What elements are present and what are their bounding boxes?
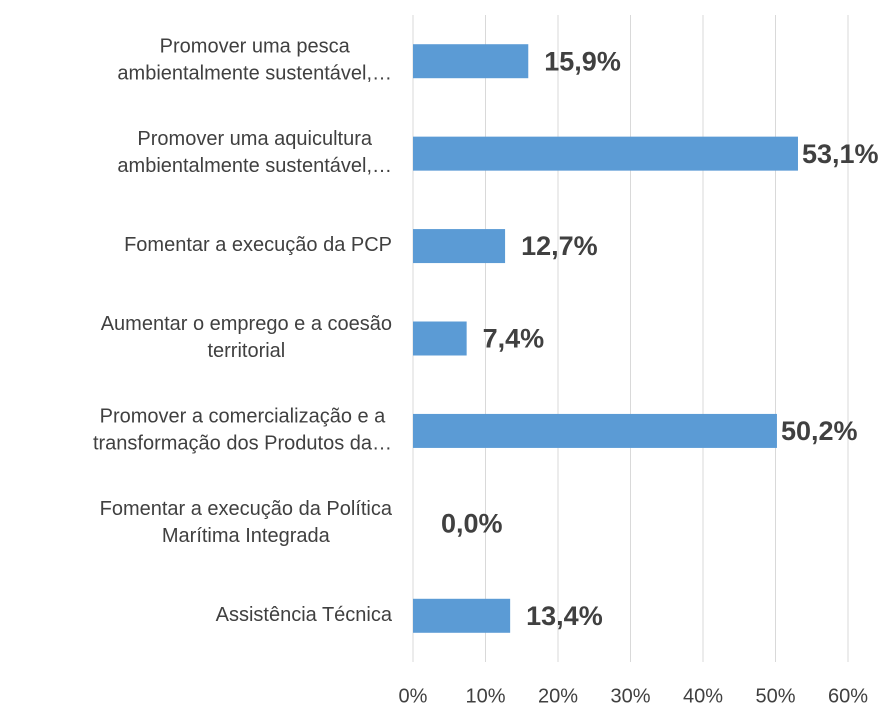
- data-label: 0,0%: [441, 508, 503, 538]
- x-tick-label: 40%: [683, 685, 723, 707]
- y-tick-label: Fomentar a execução da Política Marítima …: [100, 498, 393, 547]
- data-label: 15,9%: [544, 46, 621, 76]
- data-label: 53,1%: [802, 139, 879, 169]
- y-tick-label: Assistência Técnica: [216, 604, 393, 626]
- y-tick-label: Fomentar a execução da PCP: [124, 234, 392, 256]
- x-tick-label: 50%: [755, 685, 795, 707]
- x-tick-label: 20%: [538, 685, 578, 707]
- bar: [413, 321, 467, 356]
- x-tick-label: 60%: [828, 685, 868, 707]
- y-tick-label: Promover uma pesca ambientalmente sustent…: [117, 36, 392, 85]
- data-label: 13,4%: [526, 601, 603, 631]
- data-label: 50,2%: [781, 416, 858, 446]
- data-label: 7,4%: [483, 324, 545, 354]
- bar: [413, 229, 506, 264]
- bar: [413, 136, 798, 171]
- x-tick-label: 10%: [465, 685, 505, 707]
- bar: [413, 44, 529, 79]
- x-tick-label: 30%: [610, 685, 650, 707]
- y-tick-label: Promover uma aquicultura ambientalmente s…: [117, 128, 392, 177]
- y-tick-label: Aumentar o emprego e a coesão territorial: [101, 313, 392, 362]
- y-tick-label: Promover a comercialização e a transforma…: [93, 406, 392, 455]
- bar: [413, 413, 777, 448]
- bar: [413, 598, 511, 633]
- x-tick-label: 0%: [399, 685, 428, 707]
- data-label: 12,7%: [521, 231, 598, 261]
